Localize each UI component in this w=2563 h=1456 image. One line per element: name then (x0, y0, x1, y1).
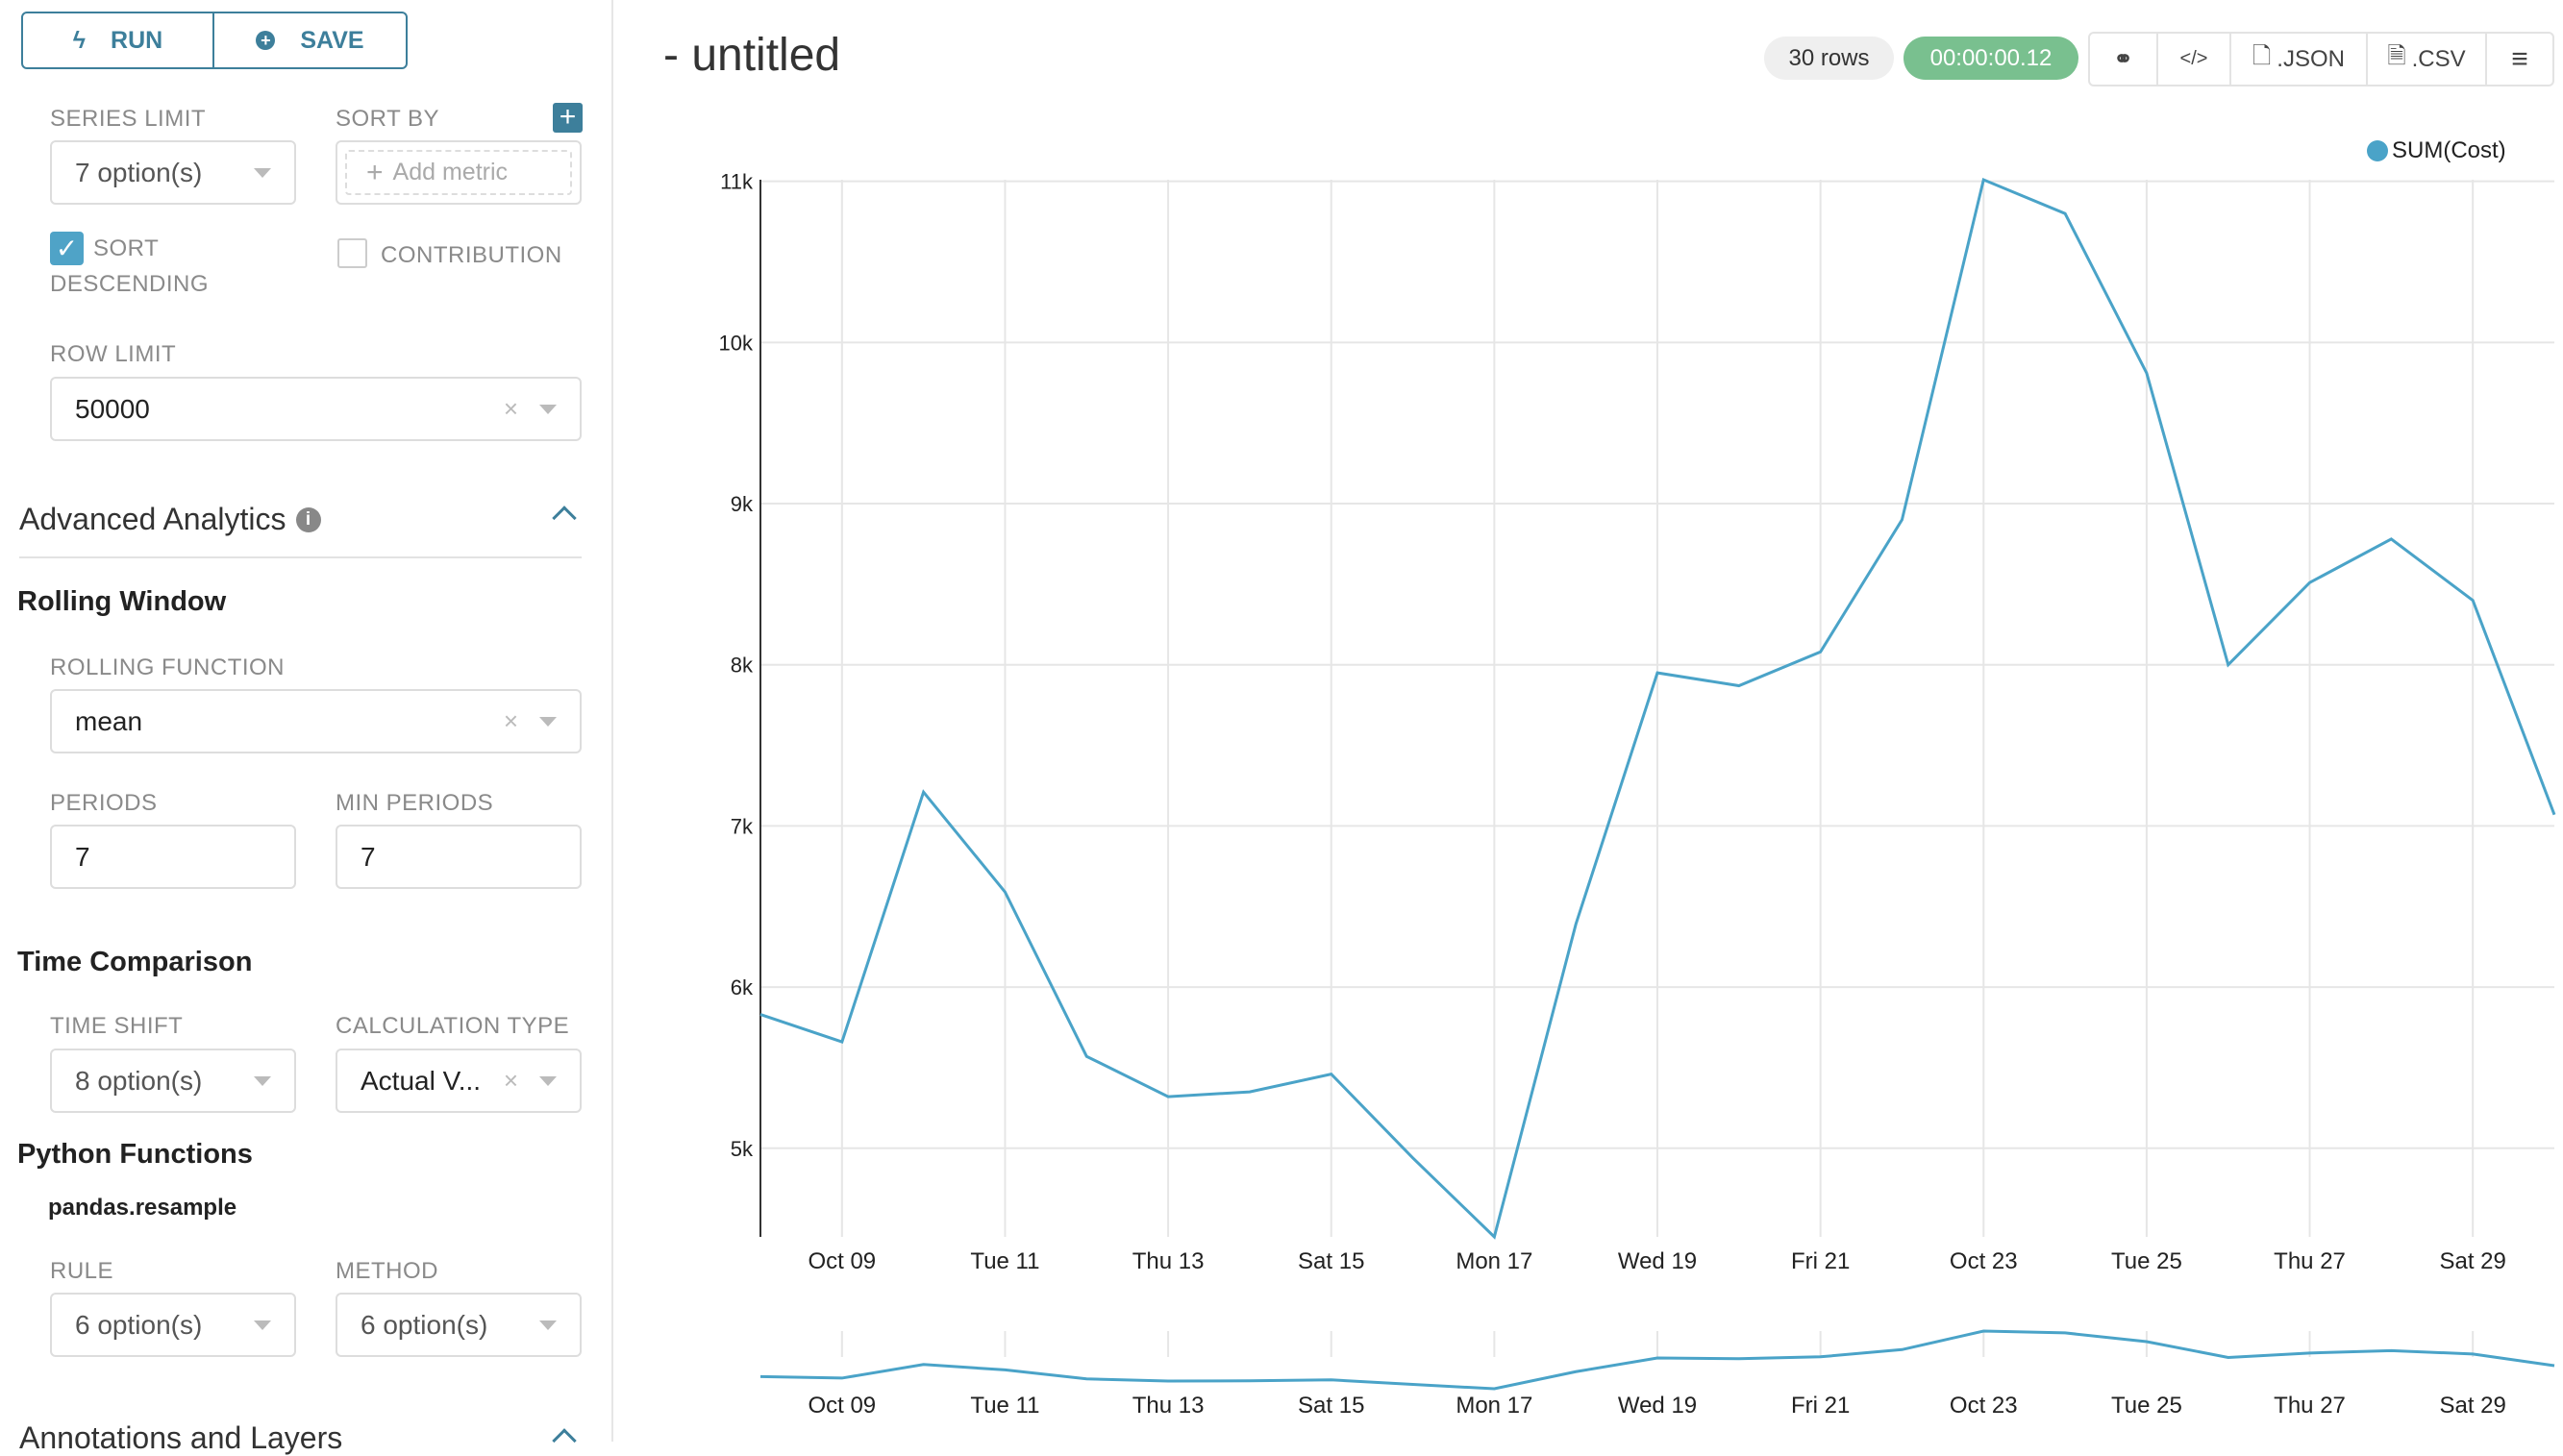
query-timer-badge: 00:00:00.12 (1904, 37, 2078, 80)
file-text-icon: 🗎 (2387, 43, 2406, 69)
time-shift-select[interactable]: 8 option(s) (50, 1049, 296, 1113)
min-periods-input[interactable]: 7 (336, 825, 582, 889)
sort-descending-label: SORT (93, 235, 160, 261)
more-menu-button[interactable]: ≡ (2487, 34, 2552, 85)
bolt-icon: ϟ (72, 26, 87, 54)
periods-label: PERIODS (50, 790, 158, 816)
min-periods-label: MIN PERIODS (336, 790, 494, 816)
python-functions-title: Python Functions (17, 1139, 253, 1170)
periods-input[interactable]: 7 (50, 825, 296, 889)
pandas-resample-title: pandas.resample (48, 1195, 237, 1221)
brush-x-tick-label: Sat 15 (1298, 1393, 1364, 1419)
rolling-function-label: ROLLING FUNCTION (50, 654, 286, 680)
y-tick-label: 10k (719, 331, 754, 355)
save-button[interactable]: + SAVE (214, 13, 406, 67)
control-panel: ϟ RUN + SAVE SERIES LIMIT SORT BY + 7 opti… (0, 0, 613, 1455)
x-tick-label: Tue 11 (970, 1248, 1039, 1274)
clear-icon[interactable]: × (503, 1066, 518, 1095)
clear-icon[interactable]: × (503, 394, 518, 423)
x-tick-label: Fri 21 (1791, 1248, 1850, 1274)
contribution-label: CONTRIBUTION (381, 242, 562, 268)
export-json-button[interactable]: 🗋 .JSON (2231, 34, 2368, 85)
y-tick-label: 6k (731, 975, 754, 999)
brush-x-tick-label: Oct 09 (808, 1393, 876, 1419)
file-code-icon: 🗋 (2252, 43, 2272, 69)
brush-x-tick-label: Sat 29 (2439, 1393, 2505, 1419)
row-limit-label: ROW LIMIT (50, 341, 177, 367)
calculation-type-select[interactable]: Actual V... × (336, 1049, 582, 1113)
chart-title[interactable]: - untitled (663, 30, 841, 81)
row-limit-select[interactable]: 50000 × (50, 377, 582, 441)
plus-circle-icon: + (256, 31, 276, 50)
y-tick-label: 7k (731, 814, 754, 838)
y-tick-label: 5k (731, 1137, 754, 1161)
sort-descending-label-2: DESCENDING (50, 271, 210, 297)
time-shift-label: TIME SHIFT (50, 1013, 184, 1039)
x-tick-label: Thu 13 (1132, 1248, 1205, 1274)
chevron-down-icon (539, 1320, 557, 1330)
run-button[interactable]: ϟ RUN (23, 13, 214, 67)
row-count-badge: 30 rows (1764, 37, 1894, 80)
brush-x-tick-label: Tue 25 (2111, 1393, 2182, 1419)
plus-icon: + (366, 156, 384, 188)
link-icon: ⚭ (2113, 46, 2133, 72)
info-icon: i (295, 506, 321, 532)
contribution-checkbox[interactable] (337, 238, 367, 268)
x-tick-label: Wed 19 (1618, 1248, 1697, 1274)
divider (19, 556, 582, 558)
rolling-window-title: Rolling Window (17, 586, 227, 617)
rule-select[interactable]: 6 option(s) (50, 1293, 296, 1357)
series-limit-select[interactable]: 7 option(s) (50, 140, 296, 205)
x-tick-label: Tue 25 (2111, 1248, 2182, 1274)
brush-preview-line (759, 1329, 2555, 1391)
chevron-down-icon (254, 167, 271, 178)
brush-x-tick-label: Wed 19 (1618, 1393, 1697, 1419)
chevron-down-icon (254, 1075, 271, 1086)
code-icon: </> (2179, 48, 2208, 69)
y-tick-label: 8k (731, 654, 754, 678)
series-line-sum-cost (759, 177, 2556, 1240)
chevron-down-icon (539, 404, 557, 414)
advanced-analytics-header[interactable]: Advanced Analytics i (19, 502, 321, 537)
embed-code-button[interactable]: </> (2158, 34, 2231, 85)
brush-x-tick-label: Tue 11 (970, 1393, 1039, 1419)
x-tick-label: Thu 27 (2274, 1248, 2346, 1274)
query-button-group: ϟ RUN + SAVE (21, 12, 408, 69)
series-limit-label: SERIES LIMIT (50, 106, 207, 132)
calculation-type-label: CALCULATION TYPE (336, 1013, 570, 1039)
x-tick-label: Oct 09 (808, 1248, 876, 1274)
hamburger-icon: ≡ (2511, 42, 2528, 75)
y-tick-label: 11k (720, 170, 754, 194)
legend-item[interactable]: SUM(Cost) (2367, 137, 2506, 164)
x-tick-label: Sat 15 (1298, 1248, 1364, 1274)
legend-dot (2367, 140, 2388, 161)
rule-label: RULE (50, 1258, 114, 1284)
chevron-down-icon (254, 1320, 271, 1330)
method-select[interactable]: 6 option(s) (336, 1293, 582, 1357)
brush-x-tick-label: Thu 27 (2274, 1393, 2346, 1419)
chevron-down-icon (539, 716, 557, 727)
sort-descending-checkbox[interactable]: ✓ (50, 232, 84, 265)
x-tick-label: Mon 17 (1456, 1248, 1532, 1274)
brush-x-tick-label: Oct 23 (1950, 1393, 2018, 1419)
sort-by-label: SORT BY (336, 106, 439, 132)
brush-x-tick-label: Mon 17 (1456, 1393, 1532, 1419)
brush-x-tick-label: Thu 13 (1132, 1393, 1205, 1419)
copy-link-button[interactable]: ⚭ (2090, 34, 2158, 85)
export-csv-button[interactable]: 🗎 .CSV (2368, 34, 2487, 85)
x-tick-label: Sat 29 (2439, 1248, 2505, 1274)
x-tick-label: Oct 23 (1950, 1248, 2018, 1274)
chart-actions: ⚭ </> 🗋 .JSON 🗎 .CSV ≡ (2088, 32, 2554, 86)
sort-by-select[interactable]: + Add metric (336, 140, 582, 205)
time-comparison-title: Time Comparison (17, 947, 253, 977)
chevron-down-icon (539, 1075, 557, 1086)
brush-x-tick-label: Fri 21 (1791, 1393, 1850, 1419)
rolling-function-select[interactable]: mean × (50, 689, 582, 753)
add-metric-button[interactable]: + Add metric (345, 150, 572, 195)
add-sort-button[interactable]: + (553, 103, 583, 133)
y-tick-label: 9k (731, 492, 754, 516)
method-label: METHOD (336, 1258, 438, 1284)
clear-icon[interactable]: × (503, 706, 518, 735)
